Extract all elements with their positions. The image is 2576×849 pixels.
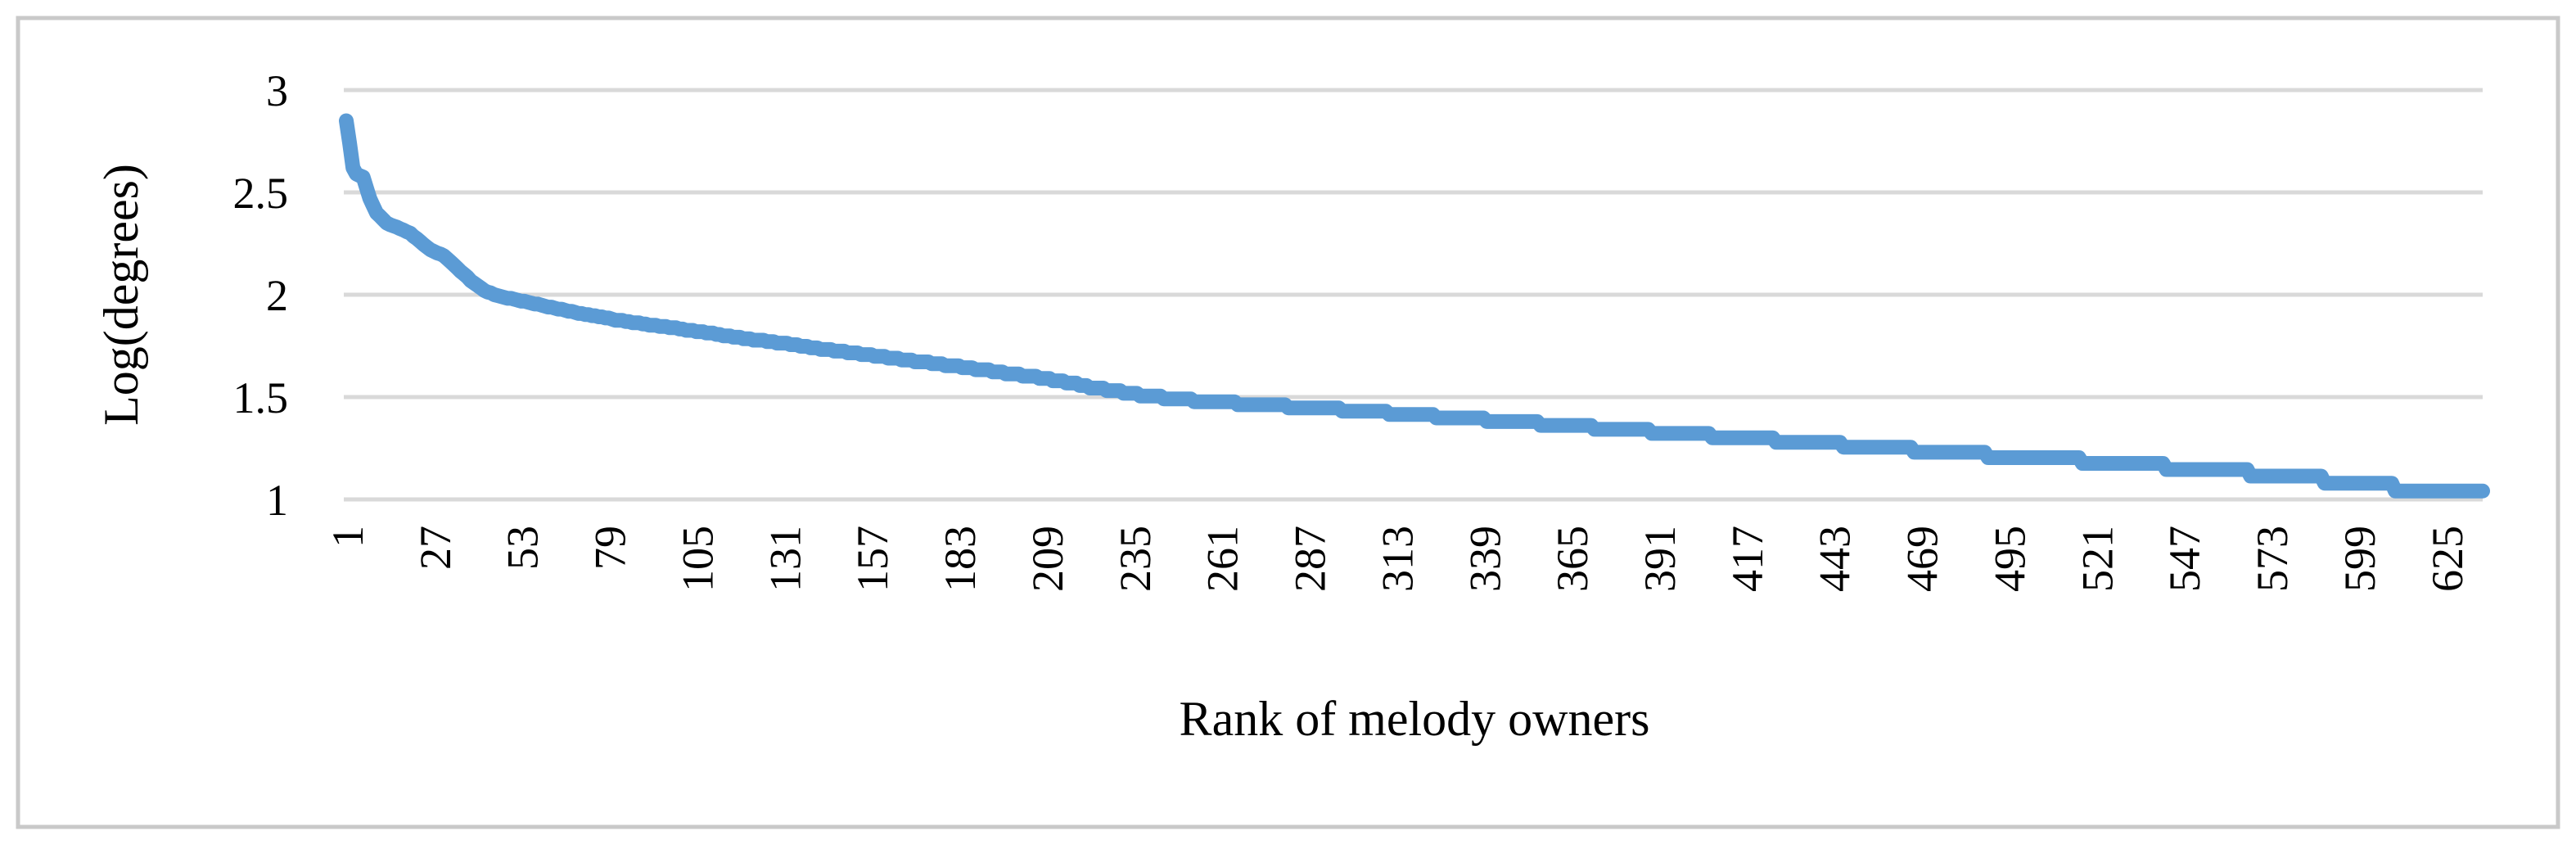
figure-border [16,16,2560,829]
gridline-group [344,88,2483,502]
x-tick-label: 573 [2248,526,2297,592]
x-tick-label: 625 [2423,526,2472,592]
x-tick-label: 495 [1985,526,2034,592]
x-tick-label: 157 [848,526,897,592]
y-tick-label-group: 3 2.5 2 1.5 1 [233,66,289,525]
x-tick-label: 443 [1811,526,1860,592]
x-tick-label: 599 [2335,526,2384,592]
x-tick-label: 339 [1460,526,1509,592]
x-tick-label: 105 [673,526,722,592]
y-axis-title: Log(degrees) [94,164,148,426]
x-tick-label-group: 1 27 53 79 105 131 157 183 209 235 261 287 313 339 365… [323,526,2472,592]
y-tick-label: 2 [266,271,288,320]
x-tick-label: 417 [1723,526,1772,592]
x-tick-label: 313 [1373,526,1422,592]
x-tick-label: 235 [1111,526,1160,592]
x-tick-label: 521 [2073,526,2122,592]
x-tick-label: 365 [1548,526,1597,592]
x-tick-label: 79 [586,526,635,570]
x-tick-label: 469 [1898,526,1947,592]
x-tick-label: 1 [323,526,372,548]
x-tick-label: 131 [760,526,810,592]
y-tick-label: 1 [266,476,288,525]
series-line [339,113,2490,499]
x-tick-label: 287 [1286,526,1335,592]
x-tick-label: 53 [499,526,548,570]
y-tick-label: 3 [266,66,288,115]
x-tick-label: 183 [936,526,985,592]
x-tick-label: 27 [411,526,460,570]
y-tick-label: 1.5 [233,373,289,422]
x-tick-label: 391 [1635,526,1685,592]
x-tick-label: 547 [2160,526,2209,592]
series-group [339,113,2490,499]
x-axis-title: Rank of melody owners [1180,692,1650,746]
x-tick-label: 261 [1198,526,1247,592]
x-tick-label: 209 [1023,526,1072,592]
y-tick-label: 2.5 [233,169,289,218]
